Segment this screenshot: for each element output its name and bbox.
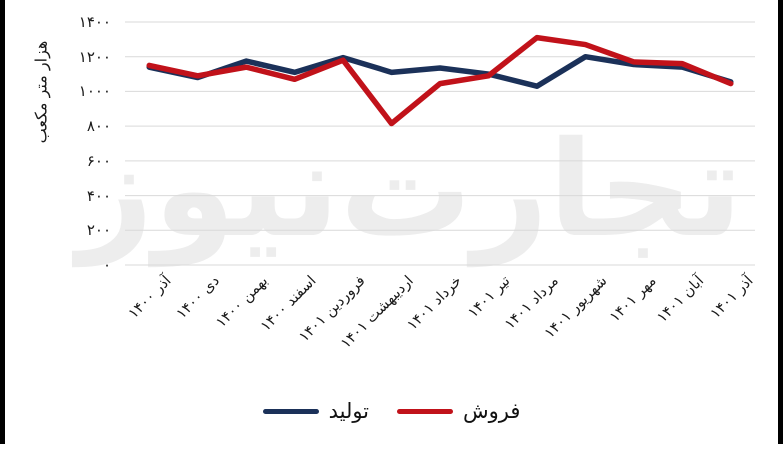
gridlines — [125, 21, 755, 266]
legend-item-forush: فروش — [397, 399, 520, 423]
series-line-فروش — [146, 34, 734, 127]
legend-swatch-forush-red-line — [397, 408, 454, 414]
y-tick-label: ۱۰۰۰ — [78, 82, 111, 101]
legend-item-tolid: تولید — [262, 399, 370, 423]
y-tick-label: ۸۰۰ — [86, 117, 111, 136]
legend-label-tolid: تولید — [328, 399, 370, 423]
legend: فروش تولید — [0, 399, 783, 423]
watermark-tejarat-news: تجارت‌نیوز — [77, 113, 744, 267]
y-tick-label: ۰ — [102, 256, 111, 274]
right-edge-bar — [778, 0, 783, 444]
legend-label-forush: فروش — [463, 399, 521, 423]
y-tick-label: ۱۴۰۰ — [78, 13, 111, 31]
legend-swatch-tolid-blue-line — [262, 408, 319, 414]
y-tick-label: ۴۰۰ — [86, 186, 111, 205]
series-lines — [146, 34, 734, 127]
y-tick-label: ۲۰۰ — [86, 221, 111, 240]
left-edge-bar — [0, 0, 5, 444]
y-tick-label: ۶۰۰ — [86, 151, 111, 170]
y-tick-label: ۱۲۰۰ — [78, 47, 111, 66]
